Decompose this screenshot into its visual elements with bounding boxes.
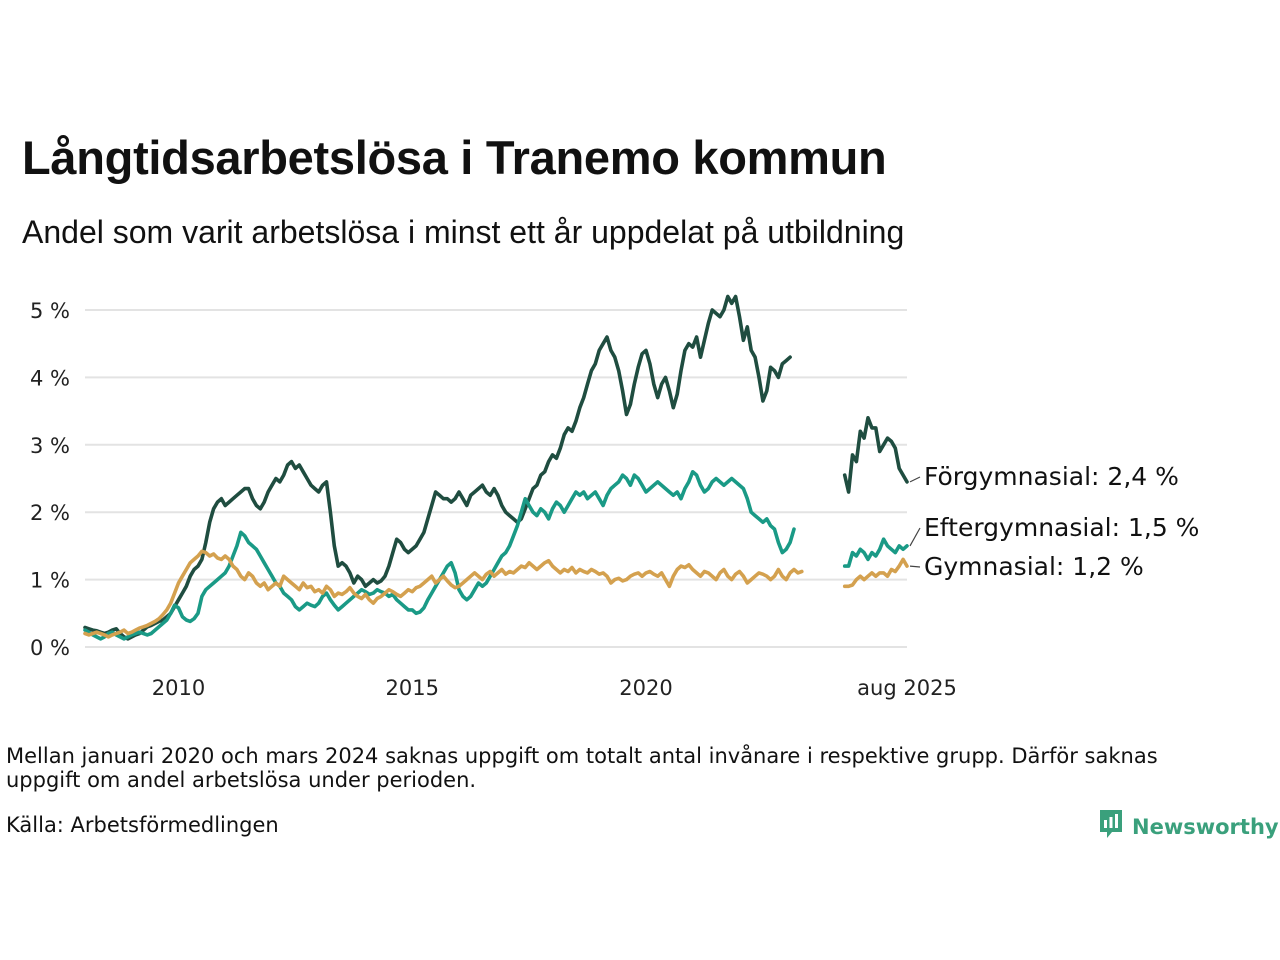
series-line-förgymnasial-segment-1 [83,294,792,641]
series-line-gymnasial-segment-2 [842,557,909,589]
y-tick-label: 1 % [30,569,70,593]
brand-name: Newsworthy [1132,814,1279,839]
y-tick-label: 4 % [30,366,70,390]
line-chart: 0 %1 %2 %3 %4 %5 % 2010 2015 2020 aug 2025 … [30,294,1199,700]
newsworthy-logo[interactable]: Newsworthy [1098,808,1279,845]
footnote: Mellan januari 2020 och mars 2024 saknas… [6,744,1158,792]
y-tick-label: 3 % [30,434,70,458]
bar-chart-icon [1098,808,1124,845]
x-axis: 2010 2015 2020 aug 2025 [152,676,957,700]
end-label-leader [909,476,921,483]
x-tick-label: aug 2025 [857,676,957,700]
series-line-förgymnasial-segment-2 [842,416,909,494]
end-label-gymnasial: Gymnasial: 1,2 % [924,552,1144,581]
end-label-leader [909,527,921,547]
x-tick-label: 2015 [386,676,439,700]
end-labels: Förgymnasial: 2,4 % Eftergymnasial: 1,5 %… [909,462,1199,581]
y-tick-label: 2 % [30,501,70,525]
x-tick-label: 2020 [619,676,672,700]
end-label-eftergymnasial: Eftergymnasial: 1,5 % [924,513,1199,542]
end-label-leader [909,565,921,568]
y-tick-label: 0 % [30,636,70,660]
x-tick-label: 2010 [152,676,205,700]
end-label-förgymnasial: Förgymnasial: 2,4 % [924,462,1179,491]
series-line-eftergymnasial-segment-2 [842,537,909,568]
y-axis: 0 % 1 % 2 % 3 % 4 % 5 % [30,299,70,660]
chart-title: Långtidsarbetslösa i Tranemo kommun [22,131,887,184]
chart-subtitle: Andel som varit arbetslösa i minst ett å… [22,214,905,250]
series-line-gymnasial-segment-1 [83,549,804,639]
gridlines [85,309,907,648]
source-note: Källa: Arbetsförmedlingen [6,813,279,837]
y-tick-label: 5 % [30,299,70,323]
series-lines [83,294,909,641]
